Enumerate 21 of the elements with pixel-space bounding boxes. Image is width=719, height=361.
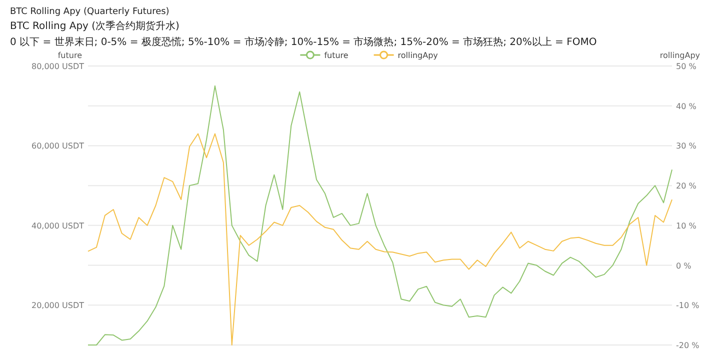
chart-title: BTC Rolling Apy (Quarterly Futures) [10,7,170,17]
text: 0 以下 = 世界末日; 0-5% = 极度恐慌; 5%-10% = 市场冷静; 10%-15% = 市场微热; 15%-20% = 市场狂热; 20%以上 = FOMO [10,36,597,48]
legend-label: rollingApy [398,51,438,60]
y2-tick-label: -20 % [676,341,700,350]
y-tick-label: 40,000 USDT [31,221,84,230]
line-series [88,85,672,346]
chart-subtitle: BTC Rolling Apy (次季合约期货升水) [10,20,180,32]
y2-tick-label: 20 % [676,182,697,191]
y2-tick-label: 10 % [676,221,697,230]
y-axis-title: future [58,51,82,60]
y2-tick-label: 50 % [676,62,697,71]
y2-tick-label: 0 % [676,261,692,270]
y2-tick-label: -10 % [676,301,700,310]
line-series [88,133,672,346]
legend-label: future [324,51,348,60]
y-tick-label: 20,000 USDT [31,301,84,310]
y2-axis-title: rollingApy [660,51,700,60]
y-tick-label: 60,000 USDT [31,142,84,151]
y2-tick-label: 30 % [676,142,697,151]
y-tick-label: 80,000 USDT [31,62,84,71]
y2-tick-label: 40 % [676,102,697,111]
